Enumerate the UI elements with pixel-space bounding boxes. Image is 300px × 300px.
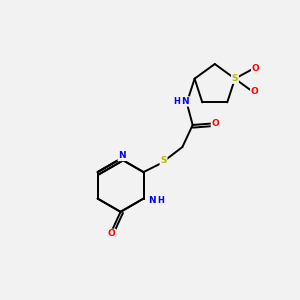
Text: S: S [232,74,238,83]
Text: S: S [160,156,167,165]
Text: O: O [212,119,219,128]
Text: H: H [157,196,164,205]
Text: O: O [108,230,116,238]
Text: N: N [182,97,189,106]
Text: O: O [252,64,260,73]
Text: N: N [118,152,126,160]
Text: H: H [173,97,180,106]
Text: O: O [251,87,259,96]
Text: N: N [148,196,156,205]
